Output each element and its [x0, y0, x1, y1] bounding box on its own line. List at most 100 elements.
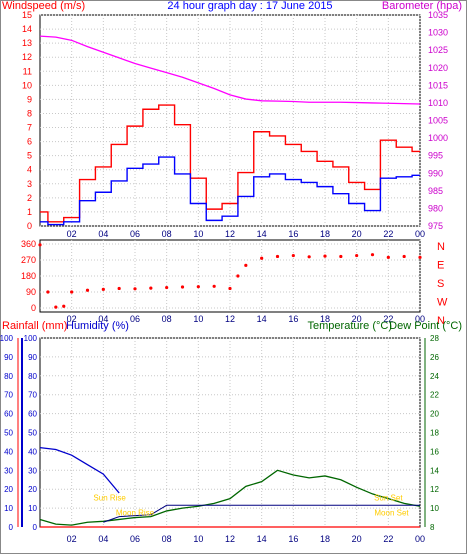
x-tick-label-bottom: 22: [383, 534, 393, 544]
direction-point: [117, 286, 121, 291]
x-tick-label-top: 06: [130, 229, 140, 239]
wind-y-tick-label: 12: [22, 52, 32, 62]
wind-y-tick-label: 13: [22, 38, 32, 48]
humidity-line: [39, 446, 120, 494]
x-tick-label-bottom: 08: [162, 534, 172, 544]
wind-y-tick-label: 10: [22, 80, 32, 90]
x-tick-label-bottom: 12: [225, 534, 235, 544]
x-tick-label-mid: 06: [130, 314, 140, 324]
x-tick-label-bottom: 10: [193, 534, 203, 544]
direction-point: [70, 290, 74, 294]
x-tick-label-top: 18: [320, 229, 330, 239]
x-tick-label-mid: 04: [98, 314, 108, 324]
sunset-label: Sun Set: [374, 494, 403, 503]
direction-point: [402, 254, 406, 259]
x-tick-label-mid: 00: [415, 314, 425, 324]
header-center-title: 24 hour graph day : 17 June 2015: [167, 0, 332, 12]
wind-y-tick-label: 2: [27, 193, 32, 203]
x-tick-label-bottom: 00: [415, 534, 425, 544]
x-tick-label-top: 14: [257, 229, 267, 239]
x-tick-label-bottom: 20: [352, 534, 362, 544]
compass-label: N: [437, 241, 445, 253]
direction-point: [212, 284, 216, 288]
direction-point: [165, 285, 169, 290]
wind-y-tick-label: 11: [23, 66, 32, 76]
x-tick-label-bottom: 06: [130, 534, 140, 544]
baro-y-tick-label: 980: [428, 203, 443, 213]
direction-point: [236, 274, 240, 278]
dewpoint-line: [103, 504, 420, 523]
series: [38, 35, 422, 528]
baro-y-tick-label: 995: [428, 151, 443, 161]
direction-y-tick-label: 180: [21, 271, 36, 281]
wind-y-tick-label: 8: [27, 108, 32, 118]
x-tick-label-mid: 16: [288, 314, 298, 324]
direction-point: [38, 243, 42, 247]
compass-label: S: [437, 278, 444, 290]
humidity-y-tick-label: 100: [24, 334, 38, 343]
x-tick-label-top: 20: [352, 229, 362, 239]
baro-y-tick-label: 1035: [428, 10, 448, 20]
x-tick-label-top: 04: [98, 229, 108, 239]
direction-point: [244, 263, 248, 267]
temperature-y-tick-label: 8: [430, 523, 435, 532]
x-tick-label-mid: 18: [320, 314, 330, 324]
x-tick-label-top: 08: [162, 229, 172, 239]
humidity-y-tick-label: 70: [28, 391, 37, 400]
humidity-y-tick-label: 20: [28, 485, 37, 494]
x-tick-label-mid: 10: [193, 314, 203, 324]
direction-point: [323, 254, 327, 258]
direction-point: [196, 285, 200, 289]
direction-point: [307, 255, 311, 259]
baro-y-tick-label: 990: [428, 168, 443, 178]
direction-y-tick-label: 0: [31, 303, 36, 313]
wind-y-tick-label: 1: [27, 207, 32, 217]
x-tick-label-mid: 12: [225, 314, 235, 324]
x-tick-label-mid: 08: [162, 314, 172, 324]
baro-y-tick-label: 1010: [428, 98, 448, 108]
direction-point: [85, 288, 90, 292]
x-tick-label-bottom: 16: [288, 534, 298, 544]
humidity-y-tick-label: 90: [28, 353, 37, 362]
rainfall-y-tick-label: 70: [4, 391, 13, 400]
direction-point: [260, 256, 264, 260]
temperature-y-tick-label: 24: [430, 372, 439, 381]
x-tick-label-mid: 20: [352, 314, 362, 324]
humidity-y-tick-label: 50: [28, 429, 37, 438]
panel3-humidity-label: Humidity (%): [66, 320, 129, 332]
x-tick-label-top: 22: [383, 229, 393, 239]
rainfall-y-tick-label: 40: [4, 447, 13, 456]
temperature-line: [39, 469, 421, 526]
rainfall-y-tick-label: 100: [0, 334, 14, 343]
direction-point: [133, 287, 137, 291]
baro-y-tick-label: 985: [428, 186, 443, 196]
rainfall-y-tick-label: 80: [4, 372, 13, 381]
x-tick-label-bottom: 02: [67, 534, 77, 544]
humidity-y-tick-label: 10: [28, 504, 37, 513]
humidity-y-tick-label: 60: [28, 410, 37, 419]
x-tick-label-top: 00: [415, 229, 425, 239]
compass-label: N: [437, 315, 445, 327]
wind-y-tick-label: 9: [27, 94, 32, 104]
temperature-y-tick-label: 28: [430, 334, 439, 343]
humidity-y-tick-label: 40: [28, 447, 37, 456]
direction-y-tick-label: 270: [21, 255, 36, 265]
direction-point: [291, 253, 295, 258]
x-tick-label-top: 16: [288, 229, 298, 239]
direction-point: [339, 254, 343, 259]
humidity-y-tick-label: 0: [33, 523, 38, 532]
wind-y-tick-label: 6: [27, 137, 32, 147]
x-tick-label-top: 12: [225, 229, 235, 239]
gust-line: [40, 104, 420, 223]
x-tick-label-bottom: 18: [320, 534, 330, 544]
labels: 0202020404040606060808081010101212121414…: [0, 10, 448, 544]
baro-y-tick-label: 1020: [428, 63, 448, 73]
temperature-y-tick-label: 10: [430, 504, 439, 513]
wind-y-tick-label: 15: [22, 10, 32, 20]
rainfall-y-tick-label: 90: [4, 353, 13, 362]
compass-label: W: [437, 297, 448, 309]
direction-point: [180, 285, 185, 289]
humidity-y-tick-label: 80: [28, 372, 37, 381]
